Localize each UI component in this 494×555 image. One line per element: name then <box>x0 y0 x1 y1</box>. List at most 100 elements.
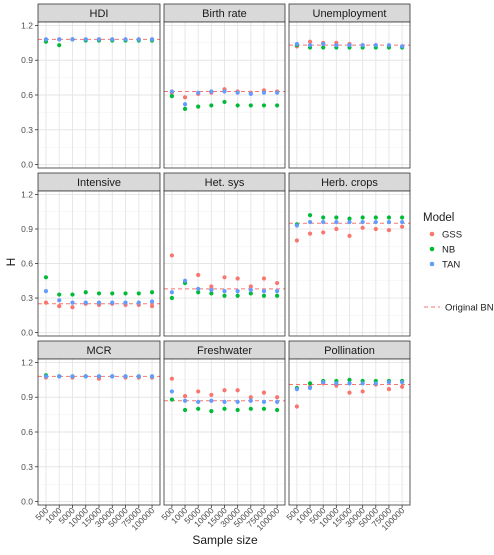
data-point-tan <box>373 43 378 48</box>
data-point-tan <box>261 90 267 95</box>
legend-label-original-bn: Original BN <box>445 303 494 314</box>
legend-key-tan <box>429 261 435 267</box>
data-point-tan <box>321 219 326 225</box>
data-point-tan <box>386 219 392 225</box>
data-point-nb <box>360 215 365 220</box>
data-point-tan <box>261 399 267 404</box>
legend-title: Model <box>423 212 454 224</box>
data-point-tan <box>347 219 352 225</box>
panel-border <box>163 190 286 337</box>
data-point-nb <box>275 293 280 298</box>
data-point-gss <box>196 389 201 394</box>
y-axis-title: H <box>4 258 18 267</box>
data-point-tan <box>149 37 155 42</box>
data-point-gss <box>307 39 313 44</box>
data-point-tan <box>248 287 253 293</box>
y-tick-label: 0.3 <box>21 125 33 135</box>
data-point-tan <box>83 37 88 42</box>
data-point-tan <box>136 37 141 42</box>
data-point-tan <box>196 90 201 95</box>
data-point-nb <box>386 215 392 220</box>
data-point-tan <box>400 380 405 385</box>
data-point-nb <box>83 290 88 295</box>
data-point-gss <box>149 303 155 309</box>
x-axis-title: Sample size <box>192 533 258 547</box>
panel-title: Het. sys <box>205 177 245 189</box>
data-point-tan <box>261 289 267 294</box>
data-point-nb <box>235 293 240 298</box>
data-point-gss <box>400 224 405 229</box>
data-point-tan <box>96 374 102 379</box>
data-point-gss <box>169 253 174 258</box>
data-point-tan <box>57 37 62 42</box>
data-point-tan <box>57 298 62 303</box>
data-point-gss <box>307 231 313 236</box>
data-point-tan <box>360 381 365 386</box>
data-point-tan <box>334 43 339 48</box>
panel-title: Intensive <box>77 177 121 189</box>
panel-title: HDI <box>90 8 109 20</box>
y-tick-label: 0.9 <box>21 224 33 234</box>
data-point-nb <box>149 290 155 295</box>
data-point-nb <box>209 409 214 414</box>
y-tick-label: 1.2 <box>21 357 33 367</box>
data-point-tan <box>386 43 392 48</box>
panel-title: Unemployment <box>313 8 387 20</box>
data-point-tan <box>57 374 62 379</box>
data-point-nb <box>347 216 352 221</box>
y-tick-label: 0.0 <box>21 328 33 338</box>
data-point-nb <box>248 406 253 411</box>
data-point-nb <box>196 406 201 411</box>
data-point-nb <box>307 213 313 218</box>
data-point-tan <box>43 289 49 294</box>
data-point-nb <box>169 94 174 99</box>
data-point-nb <box>57 292 62 297</box>
data-point-tan <box>196 286 201 291</box>
panel-title: Pollination <box>324 345 375 357</box>
data-point-tan <box>136 300 141 305</box>
data-point-tan <box>235 289 240 294</box>
data-point-nb <box>182 407 188 413</box>
data-point-nb <box>123 291 128 296</box>
y-tick-label: 0.9 <box>21 392 33 402</box>
y-tick-label: 1.2 <box>21 189 33 199</box>
data-point-tan <box>307 385 313 391</box>
data-point-tan <box>110 37 115 42</box>
y-tick-label: 1.2 <box>21 20 33 30</box>
data-point-gss <box>261 390 267 395</box>
data-point-nb <box>110 291 115 296</box>
data-point-nb <box>222 293 227 298</box>
panel-title: Freshwater <box>197 345 252 357</box>
data-point-nb <box>196 104 201 109</box>
y-tick-label: 0.9 <box>21 55 33 65</box>
data-point-tan <box>307 43 313 48</box>
data-point-tan <box>123 37 128 42</box>
data-point-gss <box>294 238 299 243</box>
data-point-tan <box>400 219 405 225</box>
data-point-tan <box>373 381 378 386</box>
data-point-gss <box>386 387 392 392</box>
data-point-nb <box>248 103 253 108</box>
data-point-gss <box>222 388 227 393</box>
data-point-gss <box>360 225 365 230</box>
data-point-gss <box>43 300 49 305</box>
data-point-tan <box>307 219 313 225</box>
panel-title: Birth rate <box>202 8 247 20</box>
data-point-nb <box>235 407 240 413</box>
data-point-tan <box>275 399 280 404</box>
data-point-tan <box>96 300 102 305</box>
data-point-nb <box>169 397 174 402</box>
data-point-nb <box>209 103 214 108</box>
y-tick-label: 0.6 <box>21 90 33 100</box>
data-point-nb <box>275 407 280 413</box>
data-point-gss <box>400 384 405 389</box>
data-point-nb <box>43 275 49 280</box>
data-point-gss <box>373 226 378 232</box>
y-tick-label: 0.0 <box>21 497 33 507</box>
data-point-nb <box>261 406 267 411</box>
data-point-nb <box>235 103 240 108</box>
data-point-tan <box>83 374 88 379</box>
data-point-tan <box>275 289 280 294</box>
